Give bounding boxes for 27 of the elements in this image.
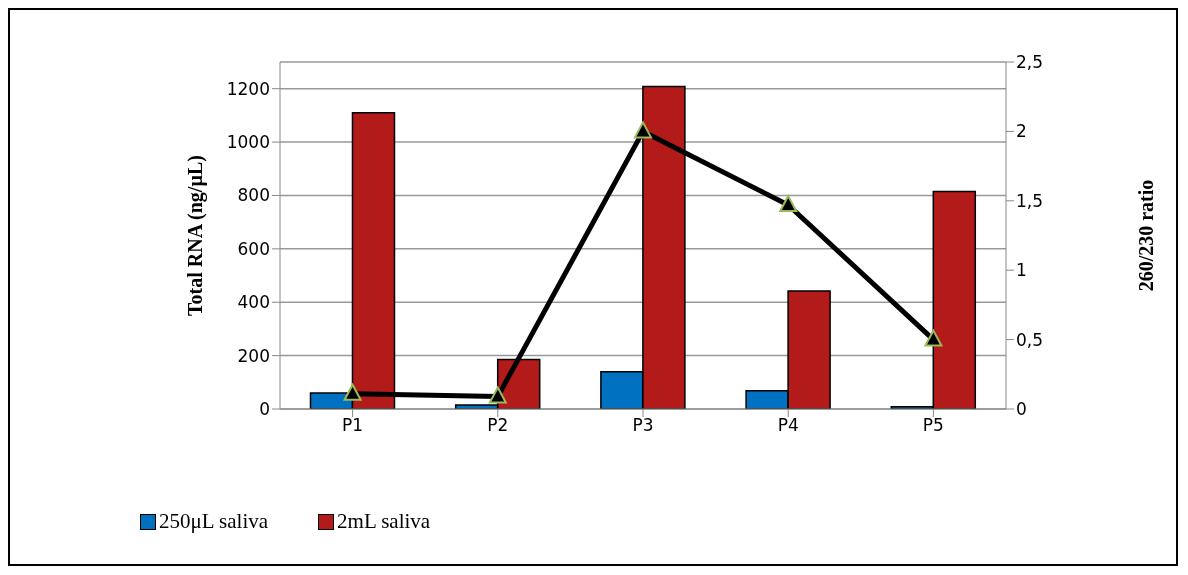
y2-tick-label: 0: [1016, 399, 1027, 420]
y-tick-label: 1200: [226, 78, 270, 99]
x-tick-label: P3: [632, 415, 654, 436]
point: [634, 121, 652, 139]
y2-axis-title: 260/230 ratio: [1135, 179, 1158, 292]
point: [488, 386, 507, 404]
y2-tick-label: 1: [1016, 260, 1027, 281]
legend-label: 250μL saliva: [159, 509, 269, 534]
y-axis-title: Total RNA (ng/µL): [184, 155, 208, 316]
point: [343, 383, 362, 401]
x-tick-label: P1: [342, 415, 364, 436]
y2-tick-label: 0,5: [1016, 329, 1044, 350]
y2-tick-label: 2,5: [1016, 52, 1044, 73]
y-tick-label: 200: [237, 345, 270, 366]
point: [779, 194, 798, 212]
y-tick-label: 600: [237, 238, 270, 259]
y2-tick-label: 1,5: [1016, 190, 1044, 211]
x-tick-label: P5: [922, 415, 944, 436]
x-tick-label: P2: [487, 415, 509, 436]
y2-tick-label: 2: [1016, 121, 1027, 142]
y-tick-label: 1000: [226, 132, 270, 153]
x-tick-label: P4: [777, 415, 799, 436]
legend-label: 2mL saliva: [337, 509, 431, 534]
y-tick-label: 400: [237, 292, 270, 313]
y-tick-label: 0: [259, 399, 270, 420]
y-tick-label: 800: [237, 185, 270, 206]
point: [924, 329, 943, 347]
